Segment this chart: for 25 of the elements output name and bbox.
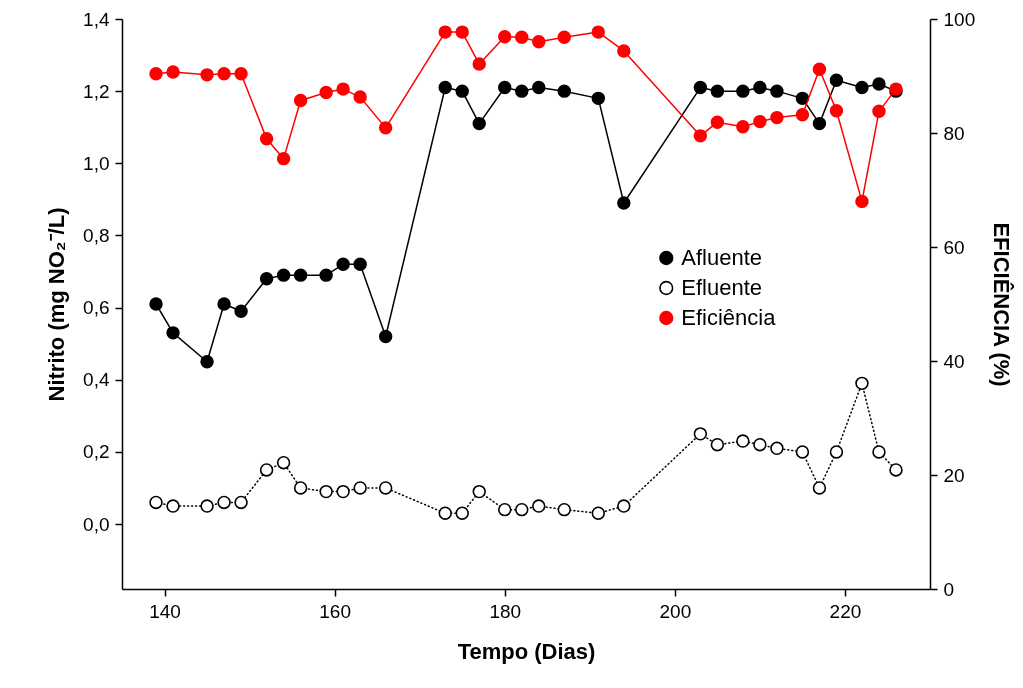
y-axis-title: Nitrito (mg NO₂⁻/L) [44,207,70,402]
legend-label: Afluente [681,245,763,270]
y2-tick-label: 80 [943,122,965,144]
x-axis-title: Tempo (Dias) [457,638,596,664]
y2-tick-label: 100 [943,8,976,30]
legend-label: Eficiência [681,305,777,330]
y2-tick-label: 40 [943,350,965,372]
y-tick-label: 0,6 [83,297,110,319]
y-tick-label: 0,0 [83,513,110,535]
y-tick-label: 0,4 [83,369,110,391]
y-tick-label: 1,4 [83,8,110,30]
y-tick-label: 1,0 [83,152,110,174]
y2-tick-label: 20 [943,464,965,486]
y-tick-label: 0,8 [83,224,110,246]
y2-axis-title: EFICIÊNCIA (%) [989,222,1015,387]
x-tick-label: 140 [149,600,181,622]
y2-tick-label: 60 [943,236,965,258]
x-tick-label: 220 [829,600,862,622]
x-tick-label: 200 [659,600,692,622]
x-tick-label: 180 [489,600,522,622]
y-tick-label: 1,2 [83,80,110,102]
legend-label: Efluente [681,275,763,300]
y2-tick-label: 0 [943,578,955,600]
x-tick-label: 160 [319,600,351,622]
y-tick-label: 0,2 [83,441,110,463]
